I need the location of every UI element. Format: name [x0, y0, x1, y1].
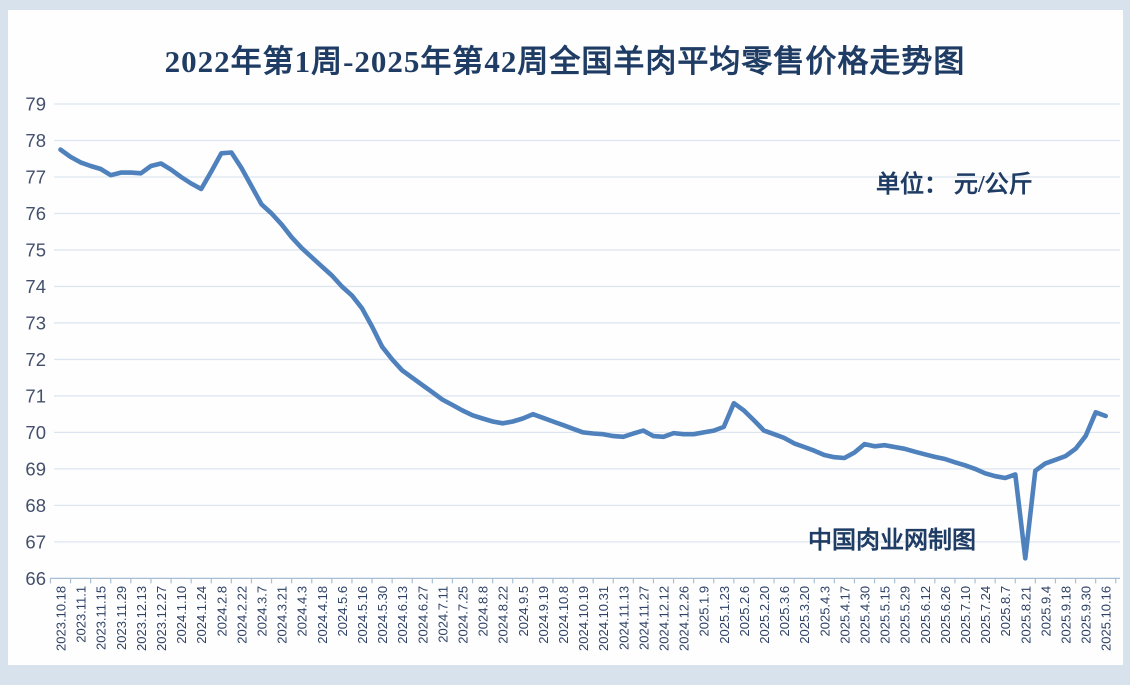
y-tick-label: 74: [25, 276, 46, 297]
x-tick-label: 2025.5.15: [878, 586, 893, 644]
x-tick-label: 2025.1.9: [697, 586, 712, 637]
x-tick-label: 2024.3.21: [275, 586, 290, 644]
x-tick-label: 2024.2.22: [234, 586, 249, 644]
x-tick-label: 2025.2.20: [757, 586, 772, 644]
y-tick-label: 77: [25, 166, 46, 187]
x-tick-label: 2024.10.8: [556, 586, 571, 644]
y-tick-label: 79: [25, 94, 46, 115]
x-tick-label: 2025.4.30: [858, 586, 873, 644]
x-tick-label: 2024.12.26: [677, 586, 692, 651]
x-tick-label: 2023.12.13: [134, 586, 149, 651]
y-tick-label: 76: [25, 203, 46, 224]
x-tick-label: 2025.9.18: [1059, 586, 1074, 644]
x-tick-label: 2025.2.6: [737, 586, 752, 637]
x-tick-label: 2024.4.18: [315, 586, 330, 644]
y-tick-label: 67: [25, 531, 46, 552]
unit-label: 单位： 元/公斤: [876, 172, 1033, 198]
x-tick-label: 2025.8.7: [998, 586, 1013, 637]
x-tick-label: 2024.5.30: [375, 586, 390, 644]
x-tick-label: 2024.4.3: [295, 586, 310, 637]
x-tick-label: 2023.10.18: [54, 586, 69, 651]
x-tick-label: 2025.9.30: [1079, 586, 1094, 644]
x-tick-label: 2023.11.1: [74, 586, 89, 643]
x-tick-label: 2025.10.16: [1099, 586, 1114, 651]
y-tick-label: 75: [25, 239, 46, 260]
x-tick-label: 2024.11.13: [616, 586, 631, 650]
x-tick-label: 2024.9.5: [516, 586, 531, 637]
y-tick-label: 72: [25, 349, 46, 370]
x-tick-label: 2024.2.8: [214, 586, 229, 637]
x-tick-label: 2024.6.27: [415, 586, 430, 644]
x-tick-label: 2023.11.15: [94, 586, 109, 650]
x-tick-label: 2024.5.6: [335, 586, 350, 637]
x-tick-label: 2024.8.8: [476, 586, 491, 637]
y-tick-label: 73: [25, 312, 46, 333]
y-tick-label: 66: [25, 568, 46, 589]
chart-canvas: [8, 10, 1123, 665]
x-tick-label: 2024.6.13: [395, 586, 410, 644]
y-tick-label: 68: [25, 495, 46, 516]
x-tick-label: 2025.7.10: [958, 586, 973, 644]
x-tick-label: 2024.5.16: [355, 586, 370, 644]
x-tick-label: 2025.1.23: [717, 586, 732, 644]
x-tick-label: 2025.5.29: [898, 586, 913, 644]
x-tick-label: 2025.9.4: [1038, 586, 1053, 637]
x-tick-label: 2024.10.19: [576, 586, 591, 651]
x-tick-label: 2024.7.11: [435, 586, 450, 643]
x-tick-label: 2024.9.19: [536, 586, 551, 644]
credit-label: 中国肉业网制图: [808, 528, 976, 554]
y-tick-label: 69: [25, 458, 46, 479]
x-tick-label: 2025.4.3: [817, 586, 832, 637]
x-tick-label: 2024.1.24: [194, 586, 209, 644]
x-tick-label: 2025.3.6: [777, 586, 792, 637]
y-tick-label: 70: [25, 422, 46, 443]
x-tick-label: 2023.11.29: [114, 586, 129, 650]
x-tick-label: 2024.12.12: [657, 586, 672, 651]
x-tick-label: 2024.3.7: [255, 586, 270, 637]
x-tick-label: 2024.8.22: [496, 586, 511, 644]
x-tick-label: 2025.4.17: [837, 586, 852, 644]
y-tick-label: 78: [25, 130, 46, 151]
x-tick-label: 2025.8.21: [1018, 586, 1033, 644]
x-tick-label: 2025.3.20: [797, 586, 812, 644]
y-tick-label: 71: [25, 385, 46, 406]
x-tick-label: 2025.6.26: [938, 586, 953, 644]
chart-title: 2022年第1周-2025年第42周全国羊肉平均零售价格走势图: [164, 44, 966, 79]
x-tick-label: 2024.7.25: [456, 586, 471, 644]
x-tick-label: 2025.6.12: [918, 586, 933, 644]
x-tick-label: 2025.7.24: [978, 586, 993, 644]
x-tick-label: 2024.1.10: [174, 586, 189, 644]
x-tick-label: 2024.11.27: [636, 586, 651, 650]
price-line: [58, 147, 1108, 561]
x-tick-label: 2023.12.27: [154, 586, 169, 651]
x-tick-label: 2024.10.31: [596, 586, 611, 651]
